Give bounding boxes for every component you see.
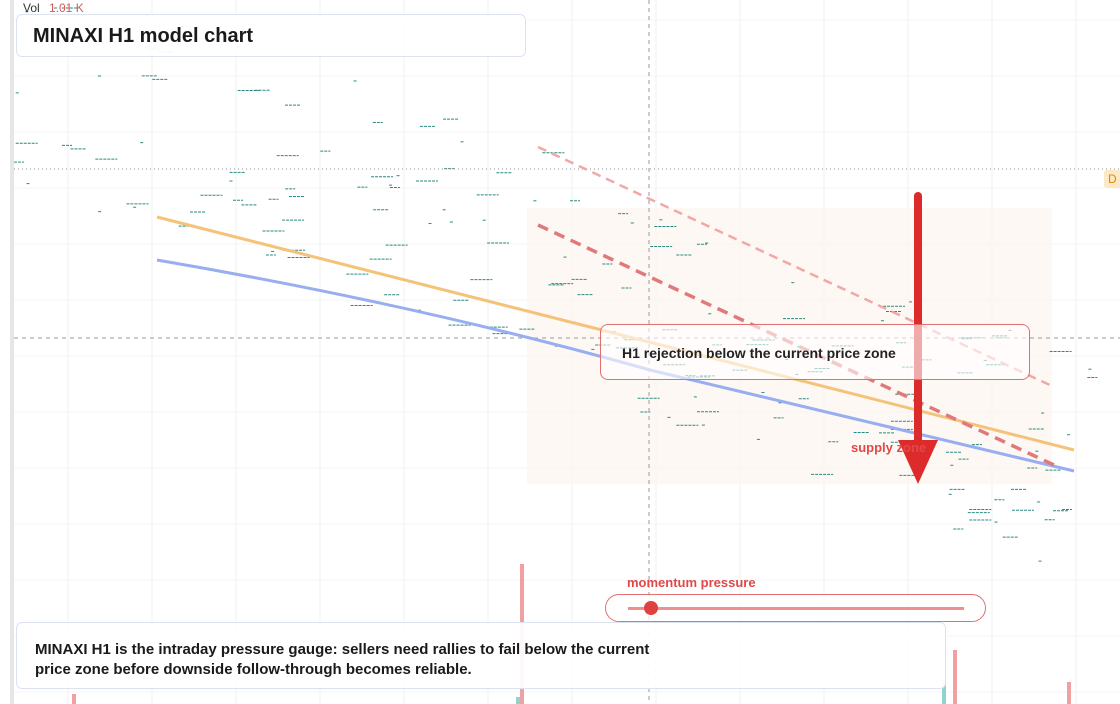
volume-bar [1067,682,1071,704]
badge-bg [1104,170,1120,188]
caption: MINAXI H1 is the intraday pressure gauge… [16,622,946,689]
gauge-label: momentum pressure [627,575,756,590]
vol-value: 1.01 K [49,1,84,15]
gauge-track [628,607,964,610]
gauge [605,594,986,622]
rejection-note: H1 rejection below the current price zon… [600,324,1030,380]
volume-bar [516,697,520,704]
arrow-head [898,440,938,484]
title: MINAXI H1 model chart [16,14,526,57]
volume-bar [72,694,76,704]
vol-label: Vol [23,1,40,15]
gauge-knob[interactable] [644,601,658,615]
badge: D [1108,172,1117,186]
left-rail [10,0,14,704]
volume-bar [953,650,957,704]
volume-bar [942,680,946,704]
lower-dashed [537,223,1055,467]
zone-label: supply zone [851,440,926,455]
